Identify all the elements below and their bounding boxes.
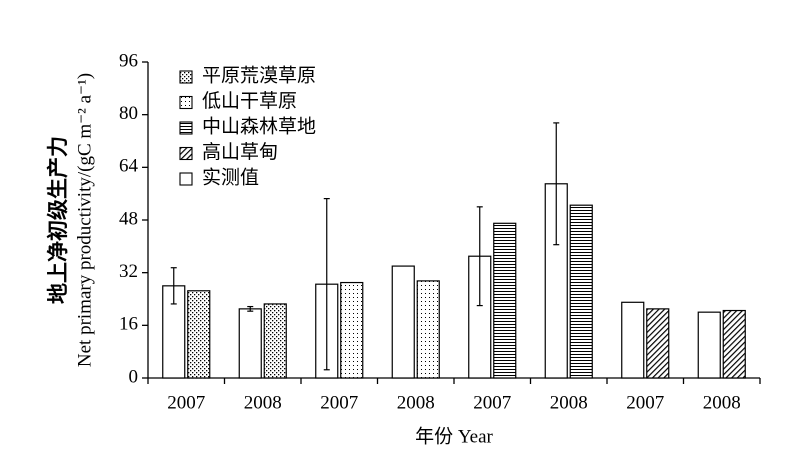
y-tick-label: 64 [119,156,139,177]
bar [646,308,670,379]
legend-label: 平原荒漠草原 [202,64,316,86]
x-tick-label: 2007 [320,392,358,413]
y-axis-label: 地上净初级生产力 [46,136,70,304]
legend-swatch [179,172,193,186]
y-tick-label: 48 [119,208,138,229]
bar [391,265,415,379]
bar [722,309,746,379]
error-bar [476,206,483,307]
legend-swatch [179,146,193,161]
x-tick-label: 2007 [167,392,205,413]
legend-swatch [179,95,193,110]
error-bar [553,122,560,246]
bar [263,303,287,379]
error-bar [170,267,177,305]
bar [340,281,364,379]
error-bar [247,305,254,312]
legend-label: 高山草甸 [202,141,278,163]
x-tick-label: 2008 [244,392,282,413]
bar [238,308,262,379]
legend-label: 中山森林草地 [202,115,316,137]
x-tick-label: 2007 [473,392,511,413]
legend-swatch [179,121,193,135]
legend-label: 实测值 [202,166,259,188]
legend-label: 低山干草原 [202,90,297,112]
x-tick-label: 2008 [703,392,741,413]
y-tick-label: 80 [119,103,138,124]
x-tick-label: 2007 [626,392,664,413]
x-axis-label: 年份 Year [415,425,493,447]
bar [187,290,211,379]
bar [416,280,440,379]
error-bar [323,198,330,371]
x-tick-label: 2008 [550,392,588,413]
y-tick-label: 32 [119,261,138,282]
x-tick-label: 2008 [397,392,435,413]
bar [493,222,517,379]
y-tick-label: 0 [129,366,139,387]
y-axis-label: Net primary productivity/(gC m⁻² a⁻¹) [74,73,95,367]
bar [697,311,721,379]
legend-swatch [179,70,193,84]
y-tick-label: 96 [119,50,138,71]
y-tick-label: 16 [119,314,138,335]
bar [569,204,593,379]
bar [621,301,645,379]
